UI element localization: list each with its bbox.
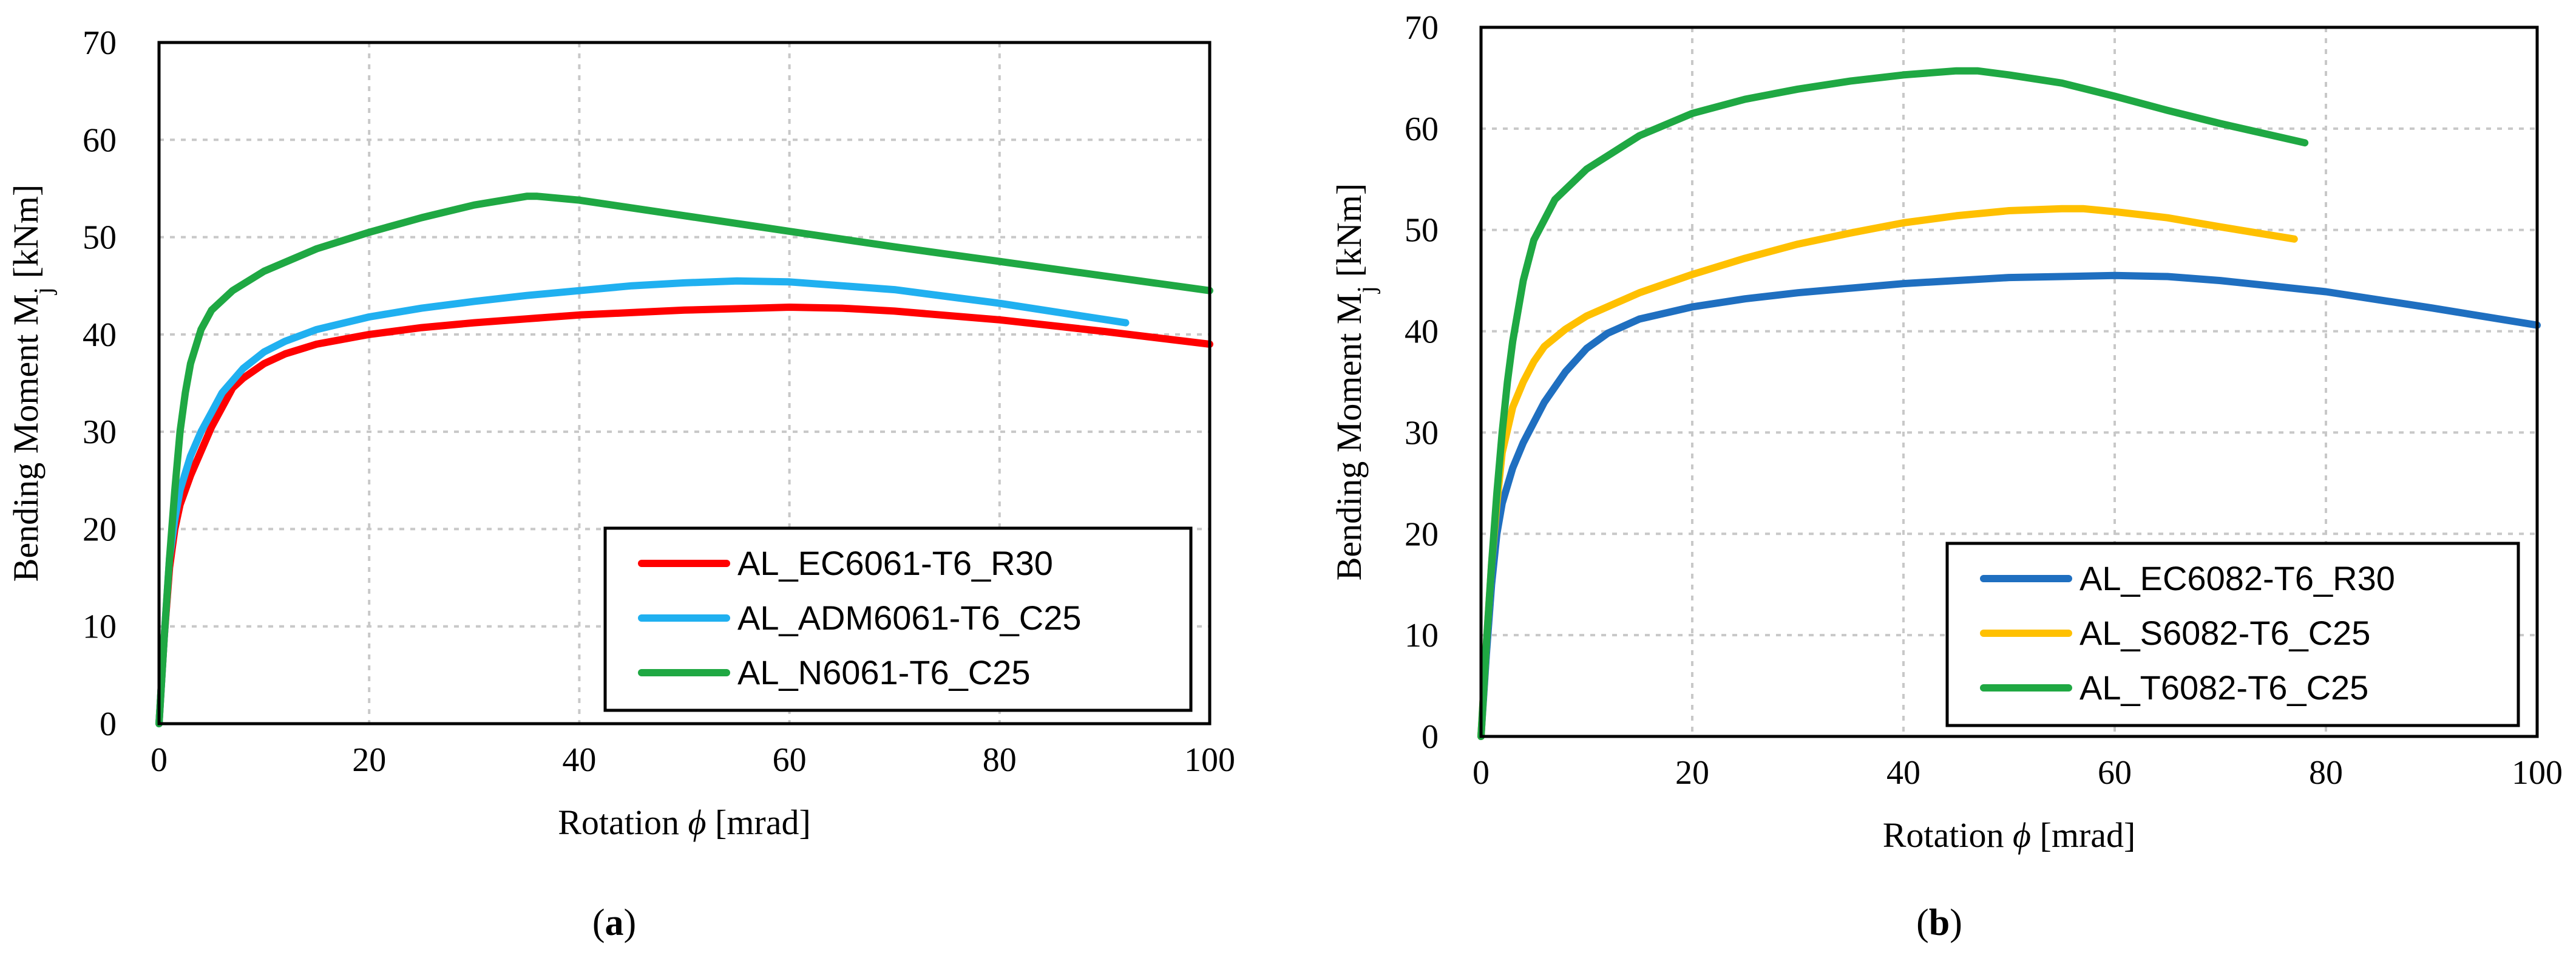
- y-tick-label: 20: [1405, 515, 1439, 553]
- x-tick-label: 0: [1473, 754, 1490, 792]
- y-tick-label: 70: [83, 24, 117, 62]
- x-tick-label: 60: [773, 741, 807, 779]
- y-tick-label: 0: [1422, 718, 1439, 756]
- y-tick-label: 40: [83, 316, 117, 354]
- legend-label-2: AL_ADM6061-T6_C25: [737, 599, 1082, 637]
- x-tick-label: 20: [352, 741, 386, 779]
- y-tick-label: 50: [83, 219, 117, 257]
- series-line-3: [1477, 67, 2309, 740]
- plot-frame: [157, 41, 1212, 726]
- y-tick-label: 50: [1405, 212, 1439, 250]
- legend-label-3: AL_T6082-T6_C25: [2079, 668, 2368, 707]
- x-tick-label: 40: [562, 741, 596, 779]
- x-axis-title: Rotation ϕ [mrad]: [558, 803, 811, 842]
- y-tick-label: 30: [1405, 414, 1439, 452]
- legend: AL_EC6082-T6_R30 AL_S6082-T6_C25 AL_T6082-…: [1945, 542, 2520, 727]
- y-axis-title: Bending Moment Mj [kNm]: [6, 185, 58, 582]
- y-tick-label: 10: [1405, 617, 1439, 654]
- x-tick-label: 80: [983, 741, 1017, 779]
- chart-b: 0 20 40 60 80 100 0 10 20 30 40 50 60 70 Rotation ϕ [m…: [1329, 9, 2563, 943]
- y-tick-label: 30: [83, 413, 117, 451]
- x-tick-label: 40: [1886, 754, 1920, 792]
- panel-caption: (a): [592, 902, 636, 943]
- plot-frame: [1479, 25, 2539, 738]
- y-tick-label: 60: [1405, 110, 1439, 148]
- y-tick-label: 60: [83, 121, 117, 159]
- legend-label-1: AL_EC6061-T6_R30: [737, 544, 1053, 582]
- legend-label-3: AL_N6061-T6_C25: [737, 653, 1031, 692]
- series-line-2: [155, 277, 1130, 727]
- legend-label-2: AL_S6082-T6_C25: [2079, 614, 2370, 652]
- x-axis-title: Rotation ϕ [mrad]: [1883, 815, 2136, 855]
- x-tick-label: 0: [151, 741, 168, 779]
- x-tick-label: 100: [2512, 754, 2563, 792]
- x-tick-label: 80: [2309, 754, 2343, 792]
- x-tick-label: 20: [1675, 754, 1709, 792]
- x-tick-label: 100: [1184, 741, 1235, 779]
- y-tick-label: 0: [100, 705, 117, 743]
- x-tick-label: 60: [2098, 754, 2132, 792]
- y-tick-label: 40: [1405, 313, 1439, 351]
- series-line-1: [1477, 271, 2541, 740]
- legend-label-1: AL_EC6082-T6_R30: [2079, 559, 2395, 597]
- legend: AL_EC6061-T6_R30 AL_ADM6061-T6_C25 AL_N606…: [603, 526, 1193, 712]
- y-tick-label: 20: [83, 511, 117, 548]
- series-line-3: [155, 192, 1213, 727]
- chart-a: 0 20 40 60 80 100 0 10 20 30 40 50 60 70 Rotation ϕ [m…: [6, 24, 1235, 943]
- y-axis-title: Bending Moment Mj [kNm]: [1329, 183, 1381, 580]
- y-tick-label: 10: [83, 608, 117, 646]
- y-tick-label: 70: [1405, 9, 1439, 47]
- panel-caption: (b): [1916, 902, 1962, 943]
